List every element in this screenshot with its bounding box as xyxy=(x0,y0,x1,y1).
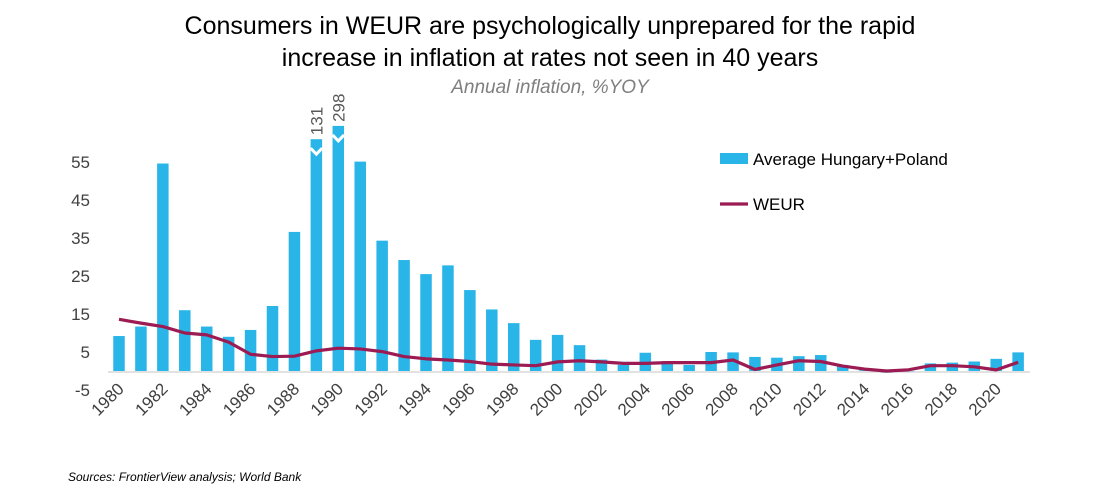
bar-2001 xyxy=(573,345,586,371)
bar-1985 xyxy=(222,336,235,371)
legend-label-line: WEUR xyxy=(753,195,805,214)
chart-subtitle: Annual inflation, %YOY xyxy=(451,77,649,98)
bar-1995 xyxy=(442,265,454,371)
bar-1981 xyxy=(135,326,147,371)
bar-1997 xyxy=(486,309,498,371)
bar-2011 xyxy=(793,356,805,371)
break-value-label: 298 xyxy=(329,94,348,122)
x-tick-label: 2018 xyxy=(921,379,961,419)
bar-1992 xyxy=(376,240,388,371)
chart-title-line-1: Consumers in WEUR are psychologically un… xyxy=(184,12,916,40)
x-tick-label: 2020 xyxy=(965,379,1005,419)
x-tick-label: 2010 xyxy=(746,379,786,419)
bar-2013 xyxy=(836,364,849,371)
break-value-label: 131 xyxy=(307,107,326,135)
source-note: Sources: FrontierView analysis; World Ba… xyxy=(68,470,302,484)
x-tick-label: 1998 xyxy=(482,379,522,419)
x-tick-label: 1980 xyxy=(88,379,128,419)
x-tick-label: 2008 xyxy=(702,379,742,419)
x-tick-label: 2002 xyxy=(570,379,610,419)
x-tick-label: 2000 xyxy=(526,379,566,419)
bar-1982 xyxy=(157,163,169,371)
axis-break-marker xyxy=(331,133,346,144)
bar-1993 xyxy=(398,260,410,371)
x-tick-label: 1990 xyxy=(307,379,347,419)
x-tick-label: 2014 xyxy=(833,379,873,419)
bar-2020 xyxy=(990,358,1002,371)
y-tick-label: -5 xyxy=(75,381,90,400)
chart-title-line-2: increase in inflation at rates not seen … xyxy=(281,44,819,72)
bar-2009 xyxy=(749,356,761,371)
x-tick-label: 1988 xyxy=(263,379,303,419)
x-tick-label: 2016 xyxy=(877,379,917,419)
bar-1989 xyxy=(310,139,323,371)
bar-2005 xyxy=(661,361,673,371)
x-tick-label: 1994 xyxy=(395,379,435,419)
bar-1994 xyxy=(420,274,432,371)
bar-1983 xyxy=(179,310,191,371)
legend-label-bar: Average Hungary+Poland xyxy=(753,150,948,169)
bar-1980 xyxy=(113,336,125,371)
bar-2006 xyxy=(683,364,695,371)
bar-1984 xyxy=(200,326,213,371)
bar-1991 xyxy=(354,161,366,371)
x-tick-label: 1984 xyxy=(175,379,215,419)
bar-1986 xyxy=(244,329,257,371)
y-tick-label: 55 xyxy=(71,153,90,172)
y-tick-label: 45 xyxy=(71,191,90,210)
x-tick-label: 1992 xyxy=(351,379,391,419)
bar-1998 xyxy=(507,323,520,371)
bar-2000 xyxy=(551,334,564,371)
bar-2002 xyxy=(595,359,608,371)
y-tick-label: 15 xyxy=(71,305,90,324)
x-tick-label: 2006 xyxy=(658,379,698,419)
bar-1988 xyxy=(288,231,301,371)
x-tick-label: 1996 xyxy=(439,379,479,419)
y-tick-label: 35 xyxy=(71,229,90,248)
axis-break-marker xyxy=(309,147,324,157)
bar-1990 xyxy=(332,125,345,372)
bar-1987 xyxy=(266,306,279,371)
weur-line xyxy=(118,317,1019,373)
bar-2003 xyxy=(617,364,630,371)
bar-1999 xyxy=(529,339,542,371)
y-tick-label: 5 xyxy=(81,343,90,362)
x-tick-label: 1986 xyxy=(219,379,259,419)
bar-2021 xyxy=(1012,352,1024,371)
bar-1996 xyxy=(464,290,476,371)
x-tick-label: 1982 xyxy=(132,379,172,419)
y-tick-label: 25 xyxy=(71,267,90,286)
x-tick-label: 2004 xyxy=(614,379,654,419)
x-tick-label: 2012 xyxy=(789,379,829,419)
legend-swatch-bar xyxy=(720,153,748,164)
